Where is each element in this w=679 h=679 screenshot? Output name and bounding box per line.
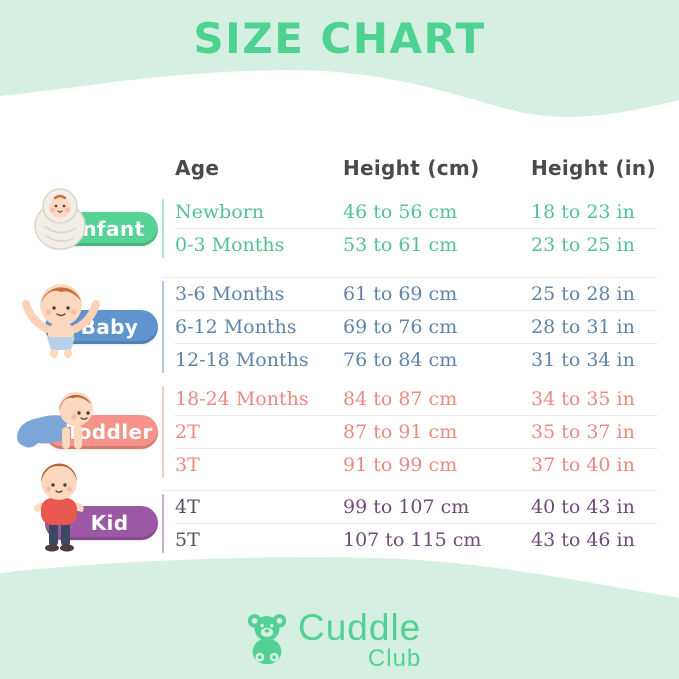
height-in-cell: 40 to 43 in (531, 496, 635, 518)
group-rows: 3-6 Months 61 to 69 cm 25 to 28 in 6-12 … (162, 277, 657, 376)
brand-logo: Cuddle Club (244, 609, 421, 671)
height-in-cell: 34 to 35 in (531, 388, 635, 410)
group-accent-line (162, 281, 164, 373)
age-cell: 6-12 Months (175, 316, 297, 338)
table-row: 6-12 Months 69 to 76 cm 28 to 31 in (175, 310, 657, 343)
height-cm-cell: 69 to 76 cm (343, 316, 458, 338)
height-in-cell: 35 to 37 in (531, 421, 635, 443)
size-group-kid: Kid 4T 99 to 107 cm 40 to 43 in (0, 463, 679, 556)
height-in-cell: 28 to 31 in (531, 316, 635, 338)
age-cell: 4T (175, 496, 200, 518)
table-row: 5T 107 to 115 cm 43 to 46 in (175, 523, 657, 556)
age-cell: 3T (175, 454, 200, 476)
group-rows: Newborn 46 to 56 cm 18 to 23 in 0-3 Mont… (162, 196, 657, 261)
brand-name: Cuddle (298, 607, 422, 648)
column-header-height-in: Height (in) (531, 156, 656, 180)
infant-illustration (34, 188, 86, 250)
height-in-cell: 43 to 46 in (531, 529, 635, 551)
age-cell: Newborn (175, 201, 265, 223)
age-cell: 3-6 Months (175, 283, 285, 305)
table-body: Infant Newborn 46 to 56 cm 18 to 23 in (0, 188, 679, 556)
group-rows: 18-24 Months 84 to 87 cm 34 to 35 in 2T … (162, 383, 657, 481)
group-left-cell: Infant (0, 188, 162, 261)
table-row: 0-3 Months 53 to 61 cm 23 to 25 in (175, 228, 657, 261)
group-label: Infant (74, 216, 145, 241)
brand-text: Cuddle Club (298, 609, 421, 671)
column-header-height-cm: Height (cm) (343, 156, 480, 180)
size-group-baby: Baby 3-6 Months 61 to 69 cm 25 to 28 in (0, 277, 679, 376)
group-left-cell: Toddler (0, 383, 162, 481)
height-in-cell: 18 to 23 in (531, 201, 635, 223)
group-rows: 4T 99 to 107 cm 40 to 43 in 5T 107 to 11… (162, 490, 657, 556)
height-cm-cell: 84 to 87 cm (343, 388, 458, 410)
table-header-row: Age Height (cm) Height (in) (175, 140, 657, 196)
page-title: SIZE CHART (193, 14, 486, 63)
toddler-illustration (17, 392, 93, 449)
age-cell: 18-24 Months (175, 388, 309, 410)
age-cell: 0-3 Months (175, 234, 285, 256)
baby-illustration (22, 284, 100, 358)
table-row: 3T 91 to 99 cm 37 to 40 in (175, 448, 657, 481)
kid-illustration (34, 463, 84, 552)
age-cell: 12-18 Months (175, 349, 309, 371)
height-cm-cell: 61 to 69 cm (343, 283, 458, 305)
height-cm-cell: 91 to 99 cm (343, 454, 458, 476)
table-row: 18-24 Months 84 to 87 cm 34 to 35 in (175, 383, 657, 415)
height-cm-cell: 99 to 107 cm (343, 496, 470, 518)
table-row: 2T 87 to 91 cm 35 to 37 in (175, 415, 657, 448)
group-label: Kid (90, 511, 129, 535)
column-header-age: Age (175, 156, 220, 180)
table-row: 3-6 Months 61 to 69 cm 25 to 28 in (175, 278, 657, 310)
size-table: Age Height (cm) Height (in) Infant (0, 140, 679, 556)
group-accent-line (162, 199, 164, 258)
height-in-cell: 23 to 25 in (531, 234, 635, 256)
teddy-bear-icon (247, 614, 287, 664)
height-cm-cell: 107 to 115 cm (343, 529, 482, 551)
height-cm-cell: 53 to 61 cm (343, 234, 458, 256)
group-left-cell: Kid (0, 463, 162, 556)
table-row: 12-18 Months 76 to 84 cm 31 to 34 in (175, 343, 657, 376)
brand-subname: Club (367, 645, 422, 672)
height-cm-cell: 76 to 84 cm (343, 349, 458, 371)
height-in-cell: 37 to 40 in (531, 454, 635, 476)
size-group-toddler: Toddler 18-24 Months 84 to 87 cm 34 to 3… (0, 383, 679, 481)
group-accent-line (162, 494, 164, 553)
height-in-cell: 31 to 34 in (531, 349, 635, 371)
table-row: 4T 99 to 107 cm 40 to 43 in (175, 491, 657, 523)
group-accent-line (162, 386, 164, 478)
age-cell: 5T (175, 529, 200, 551)
group-left-cell: Baby (0, 277, 162, 376)
table-row: Newborn 46 to 56 cm 18 to 23 in (175, 196, 657, 228)
size-group-infant: Infant Newborn 46 to 56 cm 18 to 23 in (0, 188, 679, 261)
height-cm-cell: 87 to 91 cm (343, 421, 458, 443)
age-cell: 2T (175, 421, 200, 443)
height-cm-cell: 46 to 56 cm (343, 201, 458, 223)
height-in-cell: 25 to 28 in (531, 283, 635, 305)
